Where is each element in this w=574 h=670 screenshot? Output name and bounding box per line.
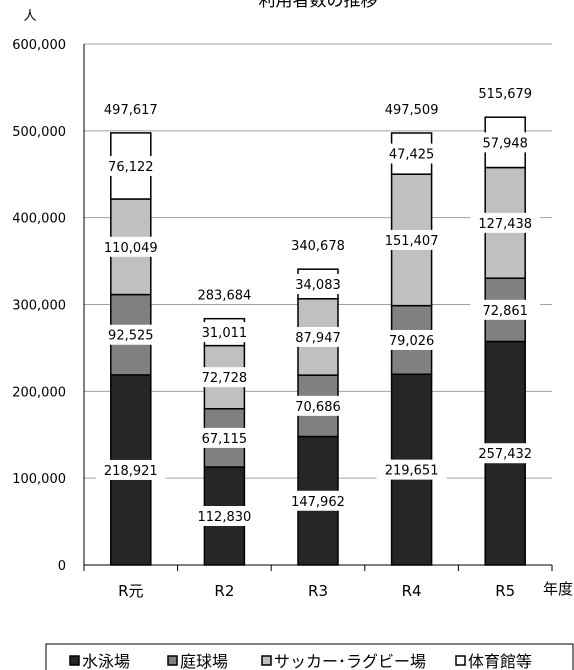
y-tick-label: 300,000	[12, 299, 66, 314]
legend-label: 体育館等	[468, 652, 532, 670]
data-label: 72,728	[202, 371, 248, 386]
data-label-box	[470, 212, 541, 233]
y-axis-unit-label: 人	[23, 9, 36, 24]
y-tick-label: 100,000	[12, 472, 66, 487]
axes: 0 100,000 200,000 300,000 400,000 500,000 600,…	[12, 38, 553, 600]
data-label: 219,651	[385, 464, 439, 479]
legend-swatch	[69, 655, 80, 666]
data-label: 92,525	[108, 329, 154, 344]
data-label-box	[470, 132, 541, 153]
data-label-box	[283, 273, 353, 294]
data-label: 79,026	[389, 334, 435, 349]
total-label: 283,684	[198, 289, 252, 304]
chart-title: 利用者数の推移	[259, 0, 378, 11]
data-label: 76,122	[108, 160, 154, 175]
legend-swatch	[261, 655, 272, 666]
data-label-box	[376, 329, 447, 350]
y-tick-label: 400,000	[12, 212, 66, 227]
x-tick-label: R元	[118, 582, 143, 600]
data-label: 147,962	[291, 495, 345, 510]
total-label: 340,678	[291, 239, 345, 254]
legend-label: サッカー･ラグビー場	[274, 652, 426, 670]
legend-label: 水泳場	[82, 652, 130, 670]
x-axis-unit-label: 年度	[543, 580, 573, 598]
legend-swatch	[455, 655, 466, 666]
data-label: 218,921	[104, 464, 158, 479]
data-label: 151,407	[385, 234, 439, 249]
total-label: 497,617	[104, 103, 158, 118]
legend-box	[45, 643, 574, 670]
data-label: 70,686	[295, 400, 341, 415]
data-label-box	[95, 236, 166, 257]
data-label: 112,830	[198, 510, 252, 525]
data-label: 110,049	[104, 241, 158, 256]
legend-swatch	[167, 655, 178, 666]
data-label-box	[376, 229, 447, 250]
data-label: 72,861	[482, 304, 528, 319]
data-label: 47,425	[389, 148, 435, 163]
data-label: 57,948	[482, 136, 528, 151]
data-label-box	[283, 395, 353, 416]
data-label-box	[283, 326, 353, 347]
total-label: 497,509	[385, 103, 439, 118]
data-label-box	[189, 367, 260, 388]
y-tick-label: 600,000	[12, 38, 66, 53]
data-label-box	[470, 299, 541, 320]
data-label-box	[95, 155, 166, 176]
data-labels: 218,921 92,525 110,049 76,122 497,617 112,830…	[95, 87, 541, 527]
legend-label: 庭球場	[180, 652, 228, 670]
data-label-box	[376, 459, 447, 480]
data-label: 67,115	[202, 432, 248, 447]
total-label: 515,679	[478, 87, 532, 102]
data-label: 87,947	[295, 331, 341, 346]
data-label-box	[283, 490, 353, 511]
data-label-box	[189, 322, 260, 343]
y-tick-label: 200,000	[12, 385, 66, 400]
x-tick-label: R2	[214, 582, 234, 600]
x-tick-label: R4	[402, 582, 422, 600]
data-label: 127,438	[478, 217, 532, 232]
data-label: 31,011	[202, 326, 248, 341]
legend: 水泳場 庭球場 サッカー･ラグビー場 体育館等	[45, 643, 574, 670]
data-label-box	[95, 459, 166, 480]
data-label: 257,432	[478, 447, 532, 462]
x-tick-label: R5	[495, 582, 515, 600]
x-tick-label: R3	[308, 582, 328, 600]
data-label-box	[470, 443, 541, 464]
data-label-box	[189, 427, 260, 448]
data-label-box	[376, 143, 447, 164]
data-label-box	[95, 324, 166, 345]
data-label-box	[189, 506, 260, 527]
data-label: 34,083	[295, 278, 341, 293]
y-tick-label: 0	[58, 559, 66, 574]
y-tick-label: 500,000	[12, 125, 66, 140]
